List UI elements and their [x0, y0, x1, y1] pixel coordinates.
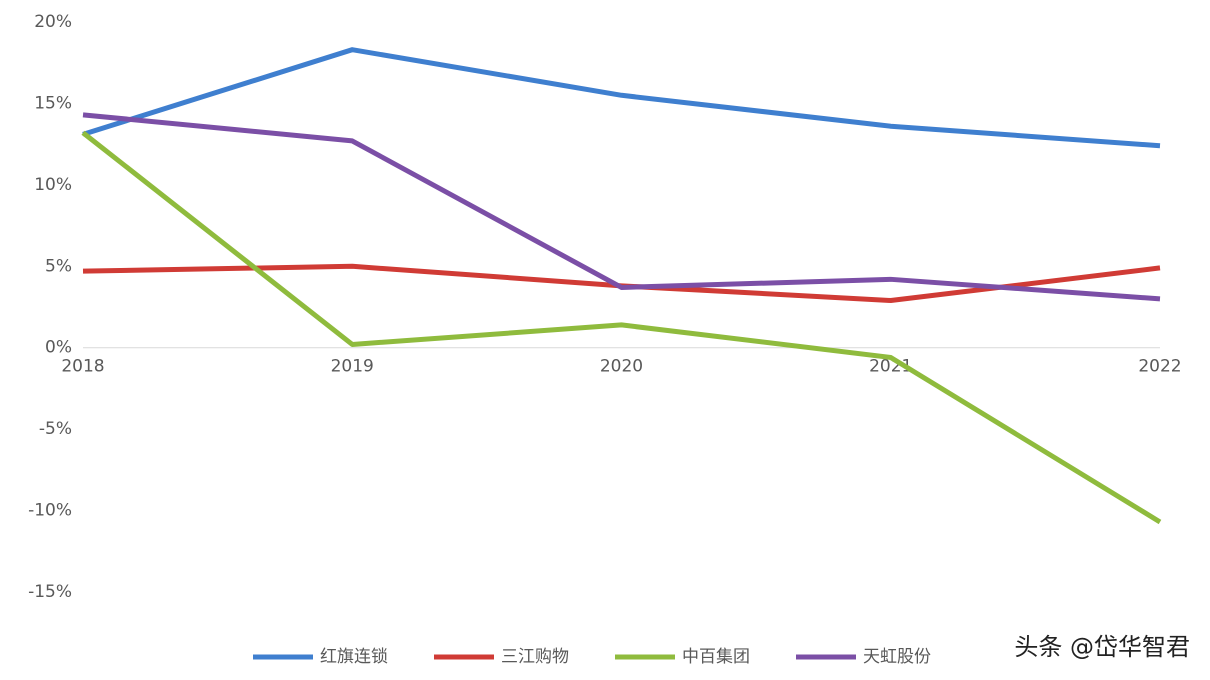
series-line: [82, 47, 1161, 149]
y-tick-label: 15%: [34, 93, 72, 113]
x-tick-label: 2018: [61, 357, 104, 377]
y-tick-label: -10%: [28, 501, 72, 521]
watermark: 头条 @岱华智君: [1014, 633, 1190, 661]
legend-label: 中百集团: [682, 647, 750, 667]
y-tick-label: -5%: [39, 419, 72, 439]
y-tick-label: 0%: [45, 338, 72, 358]
y-tick-label: 20%: [34, 12, 72, 32]
series-line: [81, 130, 1162, 525]
legend-label: 红旗连锁: [320, 647, 388, 667]
legend-label: 三江购物: [501, 647, 569, 667]
x-tick-label: 2022: [1138, 357, 1181, 377]
legend-label: 天虹股份: [863, 647, 931, 667]
y-tick-label: 10%: [34, 175, 72, 195]
y-tick-label: -15%: [28, 582, 72, 602]
x-tick-label: 2020: [600, 357, 643, 377]
x-tick-label: 2019: [331, 357, 374, 377]
series-line: [82, 112, 1161, 302]
y-tick-label: 5%: [45, 256, 72, 276]
